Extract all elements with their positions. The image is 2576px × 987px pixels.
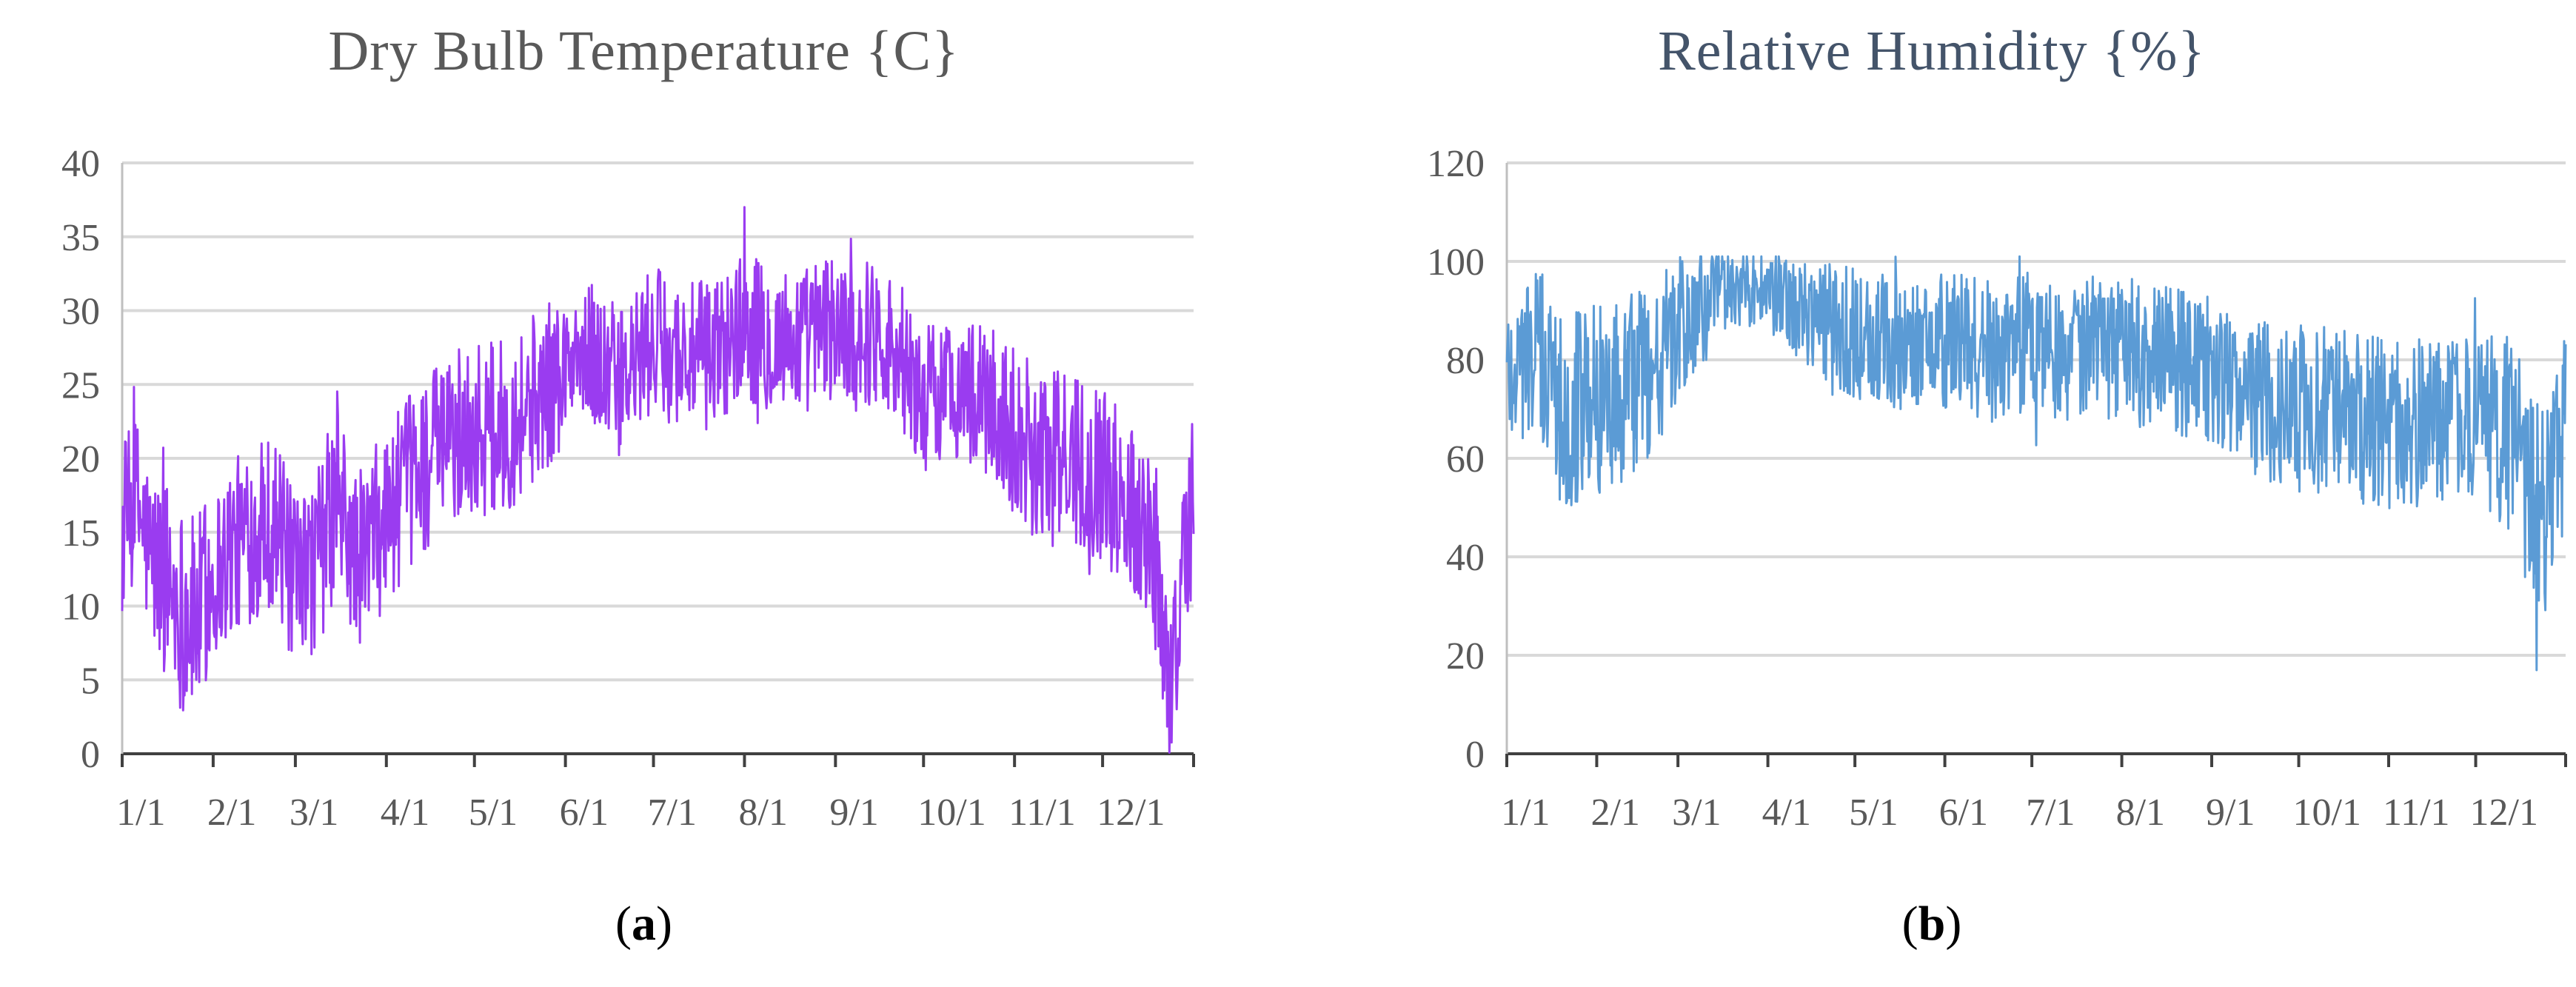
y-tick-label: 0	[81, 734, 100, 776]
y-tick-label: 10	[61, 586, 100, 629]
x-tick-label: 11/1	[2383, 792, 2450, 834]
x-tick-label: 4/1	[1762, 792, 1811, 834]
y-tick-label: 30	[61, 291, 100, 333]
x-tick-label: 12/1	[2470, 792, 2538, 834]
y-tick-label: 40	[1446, 537, 1485, 579]
panel-caption-letter: a	[632, 897, 656, 951]
y-tick-label: 35	[61, 217, 100, 259]
x-tick-label: 2/1	[207, 792, 256, 834]
chart-title: Relative Humidity {%}	[1658, 20, 2206, 82]
y-tick-label: 15	[61, 512, 100, 555]
y-tick-label: 0	[1465, 734, 1485, 776]
x-tick-label: 7/1	[648, 792, 697, 834]
y-tick-label: 40	[61, 143, 100, 185]
x-tick-label: 3/1	[1672, 792, 1721, 834]
x-tick-label: 1/1	[1501, 792, 1550, 834]
x-tick-label: 9/1	[2206, 792, 2255, 834]
x-tick-label: 2/1	[1590, 792, 1639, 834]
x-tick-label: 12/1	[1097, 792, 1165, 834]
x-tick-label: 5/1	[1849, 792, 1898, 834]
x-tick-label: 9/1	[829, 792, 878, 834]
x-tick-label: 10/1	[917, 792, 986, 834]
x-tick-label: 8/1	[738, 792, 787, 834]
y-tick-label: 20	[61, 438, 100, 481]
x-tick-label: 3/1	[290, 792, 338, 834]
y-tick-label: 5	[81, 660, 100, 702]
x-tick-label: 6/1	[560, 792, 609, 834]
panel-caption: (a)	[615, 897, 672, 951]
x-tick-label: 1/1	[116, 792, 165, 834]
x-tick-label: 11/1	[1008, 792, 1076, 834]
y-tick-label: 100	[1427, 241, 1485, 284]
chart-title: Dry Bulb Temperature {C}	[328, 20, 960, 82]
panel-caption-letter: b	[1918, 897, 1946, 951]
x-tick-label: 10/1	[2293, 792, 2361, 834]
x-tick-label: 4/1	[381, 792, 429, 834]
x-tick-label: 8/1	[2116, 792, 2165, 834]
y-tick-label: 120	[1427, 143, 1485, 185]
y-tick-label: 20	[1446, 635, 1485, 677]
panel-caption: (b)	[1901, 897, 1962, 951]
x-tick-label: 7/1	[2026, 792, 2075, 834]
series-line	[1505, 255, 2567, 672]
y-tick-label: 60	[1446, 438, 1485, 481]
series-line	[121, 206, 1195, 754]
y-tick-label: 25	[61, 364, 100, 406]
y-tick-label: 80	[1446, 340, 1485, 382]
chart-panel-b: Relative Humidity {%} 0 20 40 60 80 100 120 1/1…	[1288, 0, 2576, 987]
chart-panel-a: Dry Bulb Temperature {C} 0 5 10 15 20 25 30 35 4…	[61, 20, 1195, 951]
chart-plot-area: 0 5 10 15 20 25 30 35 40 1/1 2/1 3/1 4/1 5/1 6/1 7/1 8/1…	[61, 143, 1195, 834]
x-tick-label: 6/1	[1939, 792, 1988, 834]
x-tick-label: 5/1	[469, 792, 518, 834]
chart-plot-area: 0 20 40 60 80 100 120 1/1 2/1 3/1 4/1 5/1 6/1 7/1 8/1 9…	[1427, 143, 2567, 834]
